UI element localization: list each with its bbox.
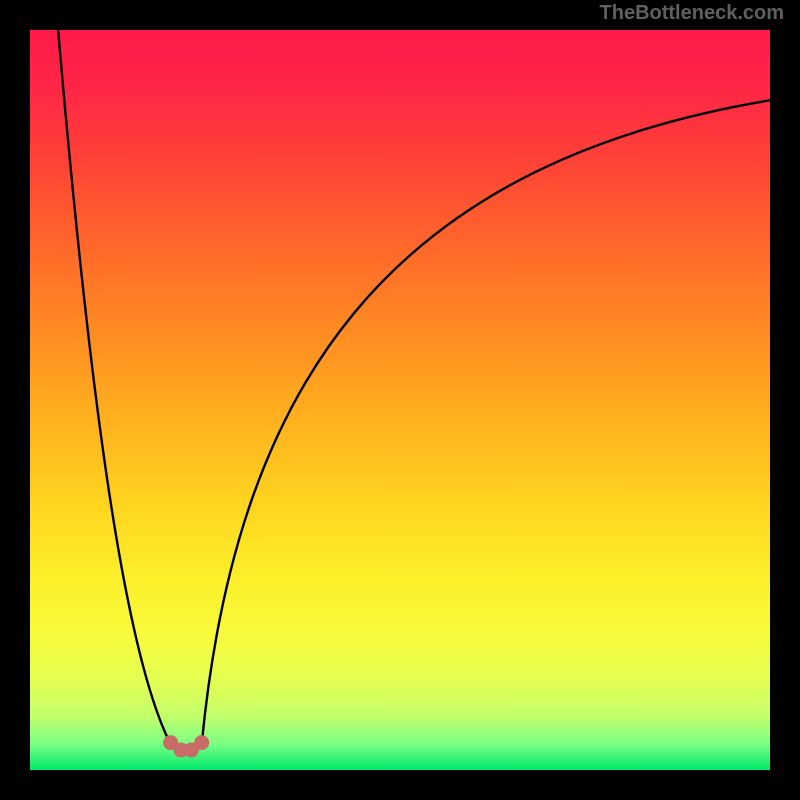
chart-svg [30,30,770,770]
bottleneck-chart-image: TheBottleneck.com [0,0,800,800]
valley-marker [184,743,199,758]
chart-area [30,30,770,770]
watermark-text: TheBottleneck.com [600,2,784,25]
